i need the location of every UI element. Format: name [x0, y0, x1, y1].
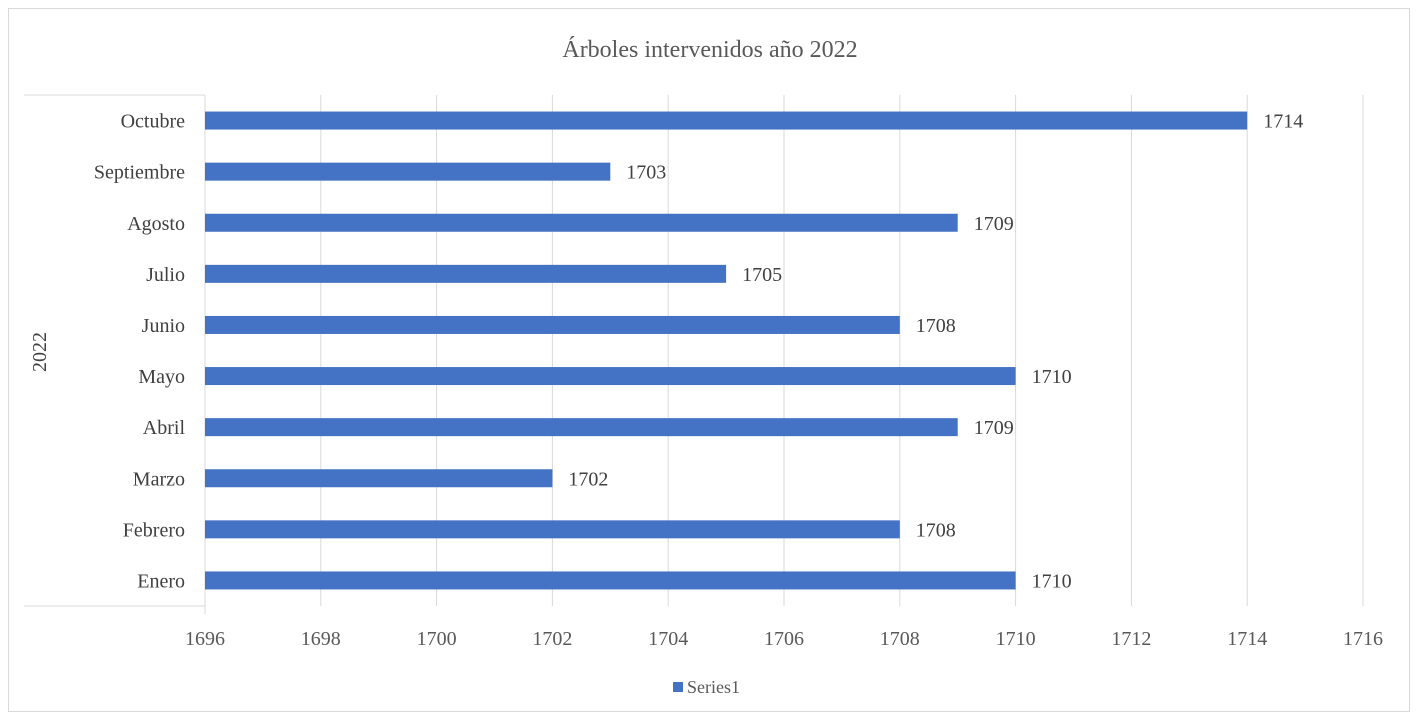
data-label: 1703: [626, 162, 666, 184]
category-label: Octubre: [121, 111, 186, 133]
x-tick-label: 1698: [301, 628, 341, 650]
x-tick-label: 1712: [1111, 628, 1151, 650]
data-label: 1709: [974, 213, 1014, 235]
bar: [205, 111, 1248, 130]
legend-label-series1: Series1: [687, 677, 740, 697]
category-label: Abril: [143, 417, 186, 439]
data-label: 1714: [1263, 111, 1303, 133]
category-label: Mayo: [138, 366, 185, 388]
legend[interactable]: Series1: [673, 677, 740, 697]
bar: [205, 162, 611, 181]
data-label: 1710: [1032, 366, 1072, 388]
data-label: 1708: [916, 315, 956, 337]
x-tick-label: 1706: [764, 628, 804, 650]
bar: [205, 469, 553, 488]
category-label: Julio: [146, 264, 185, 286]
data-label: 1705: [742, 264, 782, 286]
bar: [205, 367, 1016, 386]
data-label: 1702: [568, 468, 608, 490]
category-label: Marzo: [133, 468, 185, 490]
x-tick-label: 1696: [185, 628, 225, 650]
x-tick-label: 1710: [996, 628, 1036, 650]
data-label: 1710: [1032, 570, 1072, 592]
bar: [205, 264, 727, 283]
bar: [205, 520, 900, 539]
x-axis-tick-labels: 1696 1698 1700 1702 1704 1706 1708 1710 1712 1714…: [185, 628, 1383, 650]
bars: [205, 111, 1248, 590]
x-tick-label: 1708: [880, 628, 920, 650]
x-tick-label: 1700: [417, 628, 457, 650]
category-group-label: 2022: [29, 332, 51, 372]
x-tick-label: 1704: [648, 628, 688, 650]
bar: [205, 571, 1016, 590]
x-tick-label: 1702: [532, 628, 572, 650]
x-tick-label: 1714: [1227, 628, 1267, 650]
bar: [205, 418, 958, 437]
category-label: Febrero: [123, 519, 185, 541]
category-label: Enero: [137, 570, 185, 592]
x-tick-label: 1716: [1343, 628, 1383, 650]
data-label: 1709: [974, 417, 1014, 439]
data-label: 1708: [916, 519, 956, 541]
category-label: Septiembre: [94, 162, 185, 184]
category-label: Agosto: [127, 213, 185, 235]
legend-swatch-series1: [673, 682, 683, 692]
bar: [205, 315, 900, 334]
bar: [205, 213, 958, 232]
category-labels: Enero Febrero Marzo Abril Mayo Junio Julio Agos…: [94, 111, 186, 593]
chart-title: Árboles intervenidos año 2022: [562, 37, 857, 63]
data-labels: 1710 1708 1702 1709 1710 1708 1705 1709 1703 1714: [568, 111, 1303, 593]
category-label: Junio: [142, 315, 185, 337]
